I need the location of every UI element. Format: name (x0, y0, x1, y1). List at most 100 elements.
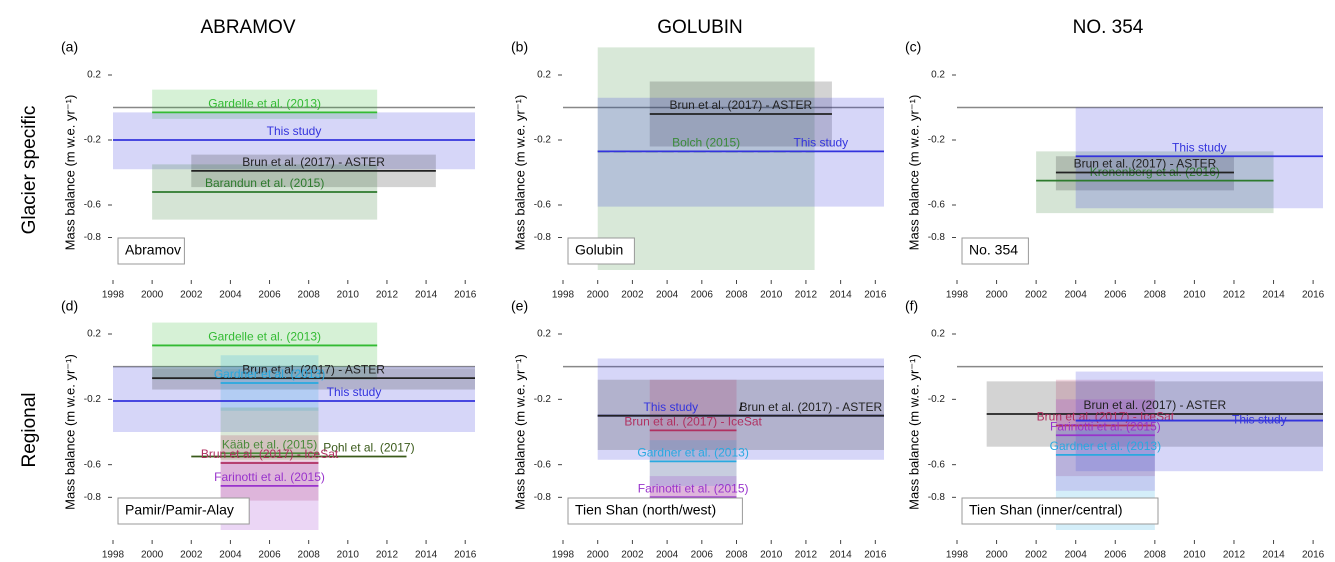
estimate-label: This study (1172, 140, 1227, 154)
region-label: Tien Shan (north/west) (575, 502, 716, 518)
x-tick-label: 2008 (725, 550, 748, 561)
estimate-label: Gardelle et al. (2013) (208, 97, 321, 111)
y-tick-label: -0.2 (534, 135, 552, 146)
x-tick-label: 2004 (656, 550, 679, 561)
x-tick-label: 2016 (454, 550, 477, 561)
row-title: Glacier specific (19, 106, 40, 235)
y-tick-label: 0.2 (87, 329, 101, 340)
region-label: Pamir/Pamir-Alay (125, 502, 234, 518)
x-tick-label: 2012 (1223, 550, 1246, 561)
y-tick-label: -0.8 (84, 492, 102, 503)
column-title: NO. 354 (1073, 17, 1144, 38)
x-tick-label: 2010 (1183, 290, 1206, 301)
estimate-label: This study (267, 124, 322, 138)
y-tick-label: -0.8 (534, 492, 552, 503)
panel-label: (a) (61, 39, 78, 55)
y-tick-label: -0.2 (84, 135, 102, 146)
estimate-label: Brun et al. (2017) - ASTER (739, 400, 882, 414)
region-box (961, 497, 1159, 525)
x-tick-label: 2002 (621, 550, 644, 561)
uncertainty-band (1075, 107, 1323, 209)
x-tick-label: 2016 (454, 290, 477, 301)
uncertainty-band (649, 379, 737, 516)
x-tick-label: 2012 (1223, 290, 1246, 301)
region-label: Abramov (125, 242, 181, 258)
estimate-label: Brun et al. (2017) - ASTER (242, 362, 385, 376)
x-tick-label: 2014 (829, 550, 852, 561)
region-box (117, 497, 250, 525)
estimate-label: Pohl et al. (2017) (323, 441, 414, 455)
y-tick-label: -0.6 (928, 459, 946, 470)
y-tick-label: -0.6 (928, 200, 946, 211)
x-tick-label: 2010 (760, 290, 783, 301)
y-tick-label: -0.6 (534, 459, 552, 470)
x-tick-label: 2012 (795, 290, 818, 301)
y-tick-label: -0.8 (928, 492, 946, 503)
x-tick-label: 2006 (691, 550, 714, 561)
uncertainty-band (1036, 151, 1274, 214)
y-axis-title: Mass balance (m w.e. yr⁻¹) (512, 95, 527, 251)
x-tick-label: 2008 (298, 290, 321, 301)
estimate-label: This study (1232, 413, 1287, 427)
x-tick-label: 2000 (587, 290, 610, 301)
x-tick-label: 2016 (1302, 290, 1325, 301)
x-tick-label: 1998 (946, 550, 969, 561)
x-tick-label: 2016 (1302, 550, 1325, 561)
x-tick-label: 2008 (725, 290, 748, 301)
region-box (567, 237, 635, 265)
y-tick-label: -0.2 (928, 135, 946, 146)
x-tick-label: 2014 (1262, 290, 1285, 301)
x-tick-label: 2016 (864, 550, 887, 561)
x-tick-label: 2016 (864, 290, 887, 301)
x-tick-label: 1998 (946, 290, 969, 301)
x-tick-label: 2002 (621, 290, 644, 301)
y-axis-title: Mass balance (m w.e. yr⁻¹) (906, 354, 921, 510)
panel-label: (b) (511, 39, 528, 55)
estimate-label: Brun et al. (2017) - ASTER (1083, 398, 1226, 412)
y-axis-title: Mass balance (m w.e. yr⁻¹) (62, 95, 77, 251)
x-tick-label: 2006 (691, 290, 714, 301)
y-axis-title: Mass balance (m w.e. yr⁻¹) (512, 354, 527, 510)
estimate-label: Brun et al. (2017) - ASTER (1074, 157, 1217, 171)
x-tick-label: 2004 (1065, 550, 1088, 561)
region-label: Tien Shan (inner/central) (969, 502, 1123, 518)
y-tick-label: -0.8 (928, 232, 946, 243)
uncertainty-band (152, 89, 378, 119)
x-tick-label: 2002 (1025, 290, 1048, 301)
x-tick-label: 2004 (1065, 290, 1088, 301)
uncertainty-band (220, 407, 319, 460)
estimate-label: Gardner et al. (2013) (1050, 439, 1161, 453)
region-box (117, 237, 185, 265)
uncertainty-band (1055, 379, 1155, 477)
estimate-label: Brun et al. (2017) - IceSat (201, 447, 339, 461)
x-tick-label: 2010 (1183, 550, 1206, 561)
panel-label: (d) (61, 298, 78, 314)
uncertainty-band (220, 435, 319, 501)
estimate-label: Gardelle et al. (2013) (208, 330, 321, 344)
x-tick-label: 2014 (415, 550, 438, 561)
x-tick-label: 2010 (760, 550, 783, 561)
uncertainty-band (597, 358, 884, 460)
x-tick-label: 2012 (376, 290, 399, 301)
x-tick-label: 2000 (985, 550, 1008, 561)
x-tick-label: 1998 (552, 550, 575, 561)
uncertainty-band (152, 322, 378, 380)
panel-label: (f) (905, 298, 918, 314)
panel-label: (c) (905, 39, 921, 55)
x-tick-label: 2002 (180, 290, 203, 301)
estimate-label: This study (644, 400, 699, 414)
column-title: GOLUBIN (657, 17, 743, 38)
estimate-label: Farinotti et al. (2015) (214, 470, 325, 484)
region-label: Golubin (575, 242, 623, 258)
region-box (961, 237, 1029, 265)
y-tick-label: 0.2 (537, 70, 551, 81)
x-tick-label: 2008 (1144, 550, 1167, 561)
y-tick-label: -0.6 (84, 459, 102, 470)
x-tick-label: 1998 (552, 290, 575, 301)
x-tick-label: 2006 (258, 290, 281, 301)
estimate-label: Gardner et al. (2013) (214, 367, 325, 381)
x-tick-label: 2014 (415, 290, 438, 301)
x-tick-label: 2006 (1104, 550, 1127, 561)
y-tick-label: -0.6 (534, 200, 552, 211)
estimate-label: Brun et al. (2017) - IceSat (624, 415, 762, 429)
